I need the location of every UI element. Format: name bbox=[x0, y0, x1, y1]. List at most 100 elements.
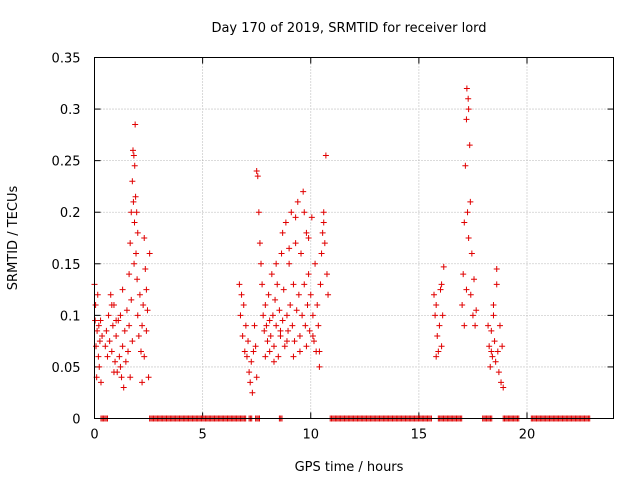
data-point bbox=[106, 338, 113, 345]
data-point bbox=[433, 302, 440, 309]
data-point bbox=[92, 302, 99, 309]
data-point bbox=[465, 95, 472, 102]
chart-title: Day 170 of 2019, SRMTID for receiver lor… bbox=[211, 21, 486, 36]
data-point bbox=[103, 327, 110, 334]
x-axis-title: GPS time / hours bbox=[295, 460, 404, 475]
y-tick-labels: 0 0.05 0.1 0.15 0.2 0.25 0.3 0.35 bbox=[52, 52, 81, 428]
data-point bbox=[307, 291, 314, 298]
data-point bbox=[292, 214, 299, 221]
data-point bbox=[134, 229, 141, 236]
data-point bbox=[500, 384, 507, 391]
data-point bbox=[315, 322, 322, 329]
data-point bbox=[129, 338, 136, 345]
y-tick-label: 0.3 bbox=[60, 103, 81, 118]
data-point bbox=[143, 286, 150, 293]
data-point bbox=[237, 312, 244, 319]
y-axis-title: SRMTID / TECUs bbox=[6, 186, 21, 291]
x-tick-label: 0 bbox=[90, 428, 98, 443]
data-point bbox=[256, 240, 263, 247]
data-point bbox=[264, 338, 271, 345]
data-point bbox=[290, 353, 297, 360]
data-point bbox=[320, 219, 327, 226]
data-point bbox=[141, 353, 148, 360]
data-point bbox=[251, 322, 258, 329]
data-point bbox=[132, 193, 139, 200]
data-point bbox=[270, 343, 277, 350]
data-point bbox=[267, 332, 274, 339]
data-point bbox=[250, 348, 257, 355]
data-point bbox=[435, 348, 442, 355]
data-point bbox=[104, 353, 111, 360]
data-point bbox=[434, 332, 441, 339]
y-tick-label: 0 bbox=[72, 413, 80, 428]
data-point bbox=[316, 363, 323, 370]
data-point bbox=[431, 291, 438, 298]
data-point bbox=[109, 322, 116, 329]
data-point bbox=[283, 338, 290, 345]
data-point bbox=[119, 343, 126, 350]
data-point bbox=[492, 358, 499, 365]
data-point bbox=[136, 291, 143, 298]
data-point bbox=[140, 302, 147, 309]
y-tick-label: 0.1 bbox=[60, 309, 81, 324]
data-point bbox=[303, 229, 310, 236]
data-point bbox=[143, 327, 150, 334]
data-point bbox=[131, 162, 138, 169]
data-point bbox=[319, 229, 326, 236]
data-point bbox=[296, 332, 303, 339]
x-tick-label: 20 bbox=[519, 428, 536, 443]
data-point bbox=[494, 348, 501, 355]
data-point bbox=[320, 209, 327, 216]
data-point bbox=[295, 291, 302, 298]
data-point bbox=[139, 322, 146, 329]
data-point bbox=[263, 322, 270, 329]
data-point bbox=[488, 327, 495, 334]
data-point bbox=[493, 281, 500, 288]
data-point bbox=[236, 281, 243, 288]
data-point bbox=[142, 265, 149, 272]
data-point bbox=[467, 198, 474, 205]
data-point bbox=[133, 209, 140, 216]
data-point bbox=[95, 353, 102, 360]
data-point bbox=[436, 322, 443, 329]
y-tick-label: 0.2 bbox=[60, 206, 81, 221]
data-point bbox=[130, 198, 137, 205]
data-point bbox=[108, 348, 115, 355]
data-point bbox=[493, 265, 500, 272]
data-point bbox=[246, 369, 253, 376]
data-point bbox=[117, 363, 124, 370]
data-point bbox=[131, 219, 138, 226]
data-point bbox=[127, 240, 134, 247]
x-tick-label: 5 bbox=[198, 428, 206, 443]
data-point bbox=[291, 338, 298, 345]
data-point bbox=[496, 322, 503, 329]
data-point bbox=[105, 312, 112, 319]
data-point bbox=[463, 286, 470, 293]
data-point bbox=[296, 348, 303, 355]
data-point bbox=[274, 281, 281, 288]
data-point bbox=[117, 312, 124, 319]
data-point bbox=[467, 291, 474, 298]
data-point bbox=[486, 343, 493, 350]
data-point bbox=[262, 353, 269, 360]
data-point bbox=[133, 250, 140, 257]
data-point bbox=[253, 167, 260, 174]
data-point bbox=[471, 276, 478, 283]
data-point bbox=[128, 209, 135, 216]
data-point bbox=[238, 291, 245, 298]
data-point bbox=[305, 235, 312, 241]
data-point bbox=[266, 317, 273, 324]
data-point bbox=[309, 312, 316, 319]
axis-ticks bbox=[94, 57, 614, 419]
data-point bbox=[438, 343, 445, 350]
data-point bbox=[325, 291, 332, 298]
data-point bbox=[294, 198, 301, 205]
data-point bbox=[437, 286, 444, 293]
data-point bbox=[96, 338, 103, 345]
data-point bbox=[242, 322, 249, 329]
data-point bbox=[116, 353, 123, 360]
data-point bbox=[108, 302, 115, 309]
data-point bbox=[490, 302, 497, 309]
data-point bbox=[121, 327, 128, 334]
